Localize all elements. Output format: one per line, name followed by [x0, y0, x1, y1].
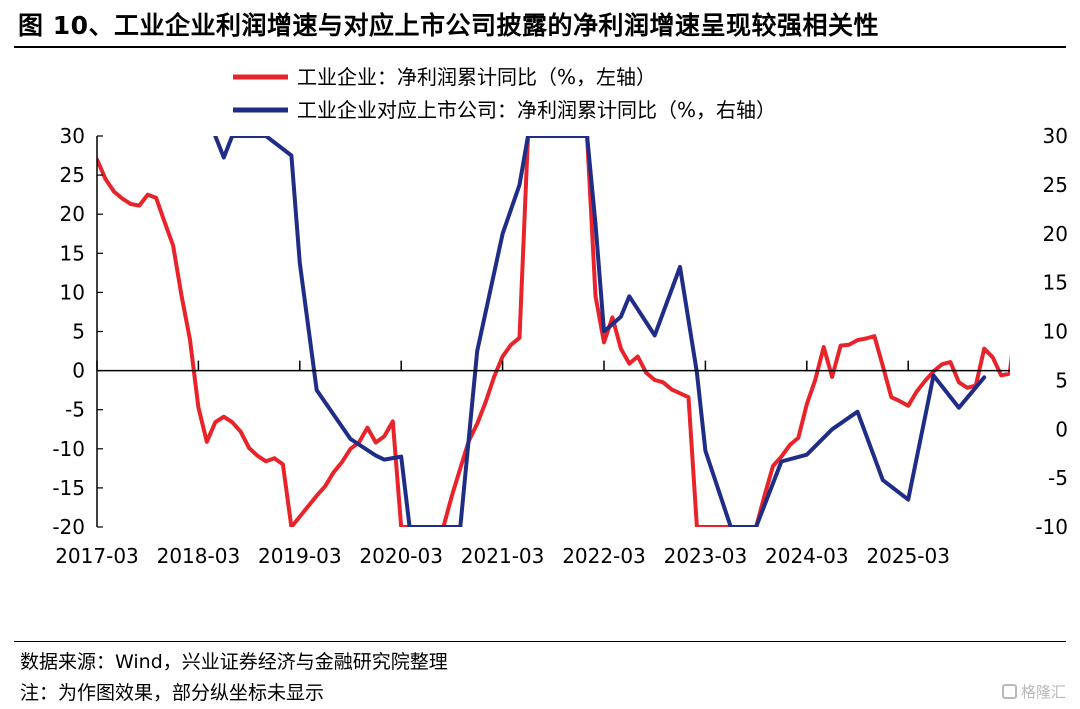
right-tick-label: 5	[1055, 368, 1068, 392]
footer-divider	[14, 641, 1066, 642]
left-tick-label: 15	[60, 241, 85, 265]
right-tick-label: -10	[1035, 515, 1068, 539]
title-divider	[14, 46, 1066, 48]
left-tick-label: 5	[72, 320, 85, 344]
watermark-text: 格隆汇	[1020, 683, 1066, 701]
left-tick-label: 25	[60, 163, 85, 187]
legend-label-1: 工业企业：净利润累计同比（%，左轴）	[297, 65, 656, 89]
x-tick-label: 2021-03	[461, 544, 545, 568]
left-tick-label: -20	[52, 515, 85, 539]
x-tick-label: 2020-03	[359, 544, 443, 568]
footnote: 注：为作图效果，部分纵坐标未显示	[20, 682, 325, 704]
axis-layer: 2017-03 2018-03 2019-03 2020-03 2021-03 2022-…	[52, 124, 1068, 568]
x-tick-label: 2023-03	[664, 544, 748, 568]
left-tick-label: -10	[52, 437, 85, 461]
x-tick-label: 2018-03	[157, 544, 241, 568]
right-tick-label: 10	[1043, 320, 1068, 344]
left-tick-label: 10	[60, 280, 85, 304]
x-tick-label: 2025-03	[866, 544, 950, 568]
watermark: 格隆汇	[1001, 681, 1066, 702]
right-tick-label: 15	[1043, 271, 1068, 295]
left-tick-label: 20	[60, 202, 85, 226]
left-tick-label: 0	[72, 359, 85, 383]
legend-label-2: 工业企业对应上市公司：净利润累计同比（%，右轴）	[297, 98, 776, 122]
x-tick-label: 2024-03	[765, 544, 849, 568]
watermark-logo-icon	[1001, 684, 1017, 699]
series-line-1	[97, 136, 1010, 527]
x-tick-label: 2022-03	[562, 544, 646, 568]
right-tick-label: 30	[1043, 124, 1068, 148]
x-tick-label: 2019-03	[258, 544, 342, 568]
right-tick-label: 20	[1043, 222, 1068, 246]
right-tick-label: 25	[1043, 173, 1068, 197]
right-tick-label: 0	[1055, 417, 1068, 441]
left-tick-label: -5	[65, 398, 85, 422]
line-chart: 工业企业：净利润累计同比（%，左轴） 工业企业对应上市公司：净利润累计同比（%，右…	[52, 65, 1068, 568]
legend: 工业企业：净利润累计同比（%，左轴） 工业企业对应上市公司：净利润累计同比（%，右…	[233, 65, 776, 122]
right-tick-label: -5	[1048, 466, 1068, 490]
x-tick-label: 2017-03	[55, 544, 139, 568]
chart-title: 图 10、工业企业利润增速与对应上市公司披露的净利润增速呈现较强相关性	[18, 11, 879, 40]
left-tick-label: -15	[52, 476, 85, 500]
series-layer	[97, 136, 1010, 527]
left-tick-label: 30	[60, 124, 85, 148]
series-line-2	[213, 136, 987, 527]
data-source: 数据来源：Wind，兴业证券经济与金融研究院整理	[20, 651, 448, 673]
